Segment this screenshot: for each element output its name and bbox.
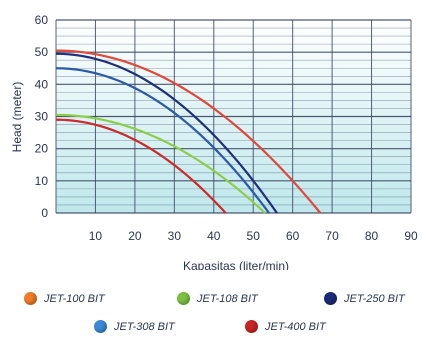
x-tick-label: 70 <box>325 229 339 243</box>
y-axis-label: Head (meter) <box>10 82 24 153</box>
legend-label: JET-400 BIT <box>265 320 326 333</box>
legend-label: JET-108 BIT <box>197 292 258 305</box>
y-tick-label: 20 <box>35 142 49 156</box>
grid-lines <box>55 19 412 214</box>
y-tick-label: 30 <box>35 110 49 124</box>
x-tick-label: 40 <box>207 229 221 243</box>
legend-dot-icon <box>177 292 190 305</box>
legend-label: JET-308 BIT <box>114 320 175 333</box>
x-tick-labels: 10 20 30 40 50 60 70 80 90 <box>89 229 418 243</box>
legend-item-jet-108: JET-108 BIT <box>177 292 258 305</box>
series-lines <box>55 49 322 214</box>
series-line-jet-400-bit <box>55 118 227 214</box>
y-tick-labels: 0 10 20 30 40 50 60 <box>35 13 49 220</box>
x-tick-label: 20 <box>128 229 142 243</box>
legend-dot-icon <box>324 292 337 305</box>
y-tick-label: 60 <box>35 13 49 27</box>
series-line-jet-108-bit <box>55 113 266 214</box>
legend-dot-icon <box>24 292 37 305</box>
x-tick-label: 10 <box>89 229 103 243</box>
x-tick-label: 50 <box>247 229 261 243</box>
y-tick-label: 40 <box>35 77 49 91</box>
legend-dot-icon <box>94 320 107 333</box>
legend-item-jet-400: JET-400 BIT <box>245 320 326 333</box>
y-tick-label: 10 <box>35 174 49 188</box>
x-tick-label: 30 <box>168 229 182 243</box>
x-axis-label: Kapasitas (liter/min) <box>183 259 289 270</box>
series-line-jet-250-bit <box>55 52 278 214</box>
y-tick-label: 0 <box>41 206 48 220</box>
series-line-jet-100-bit <box>55 49 322 214</box>
legend-dot-icon <box>245 320 258 333</box>
legend-label: JET-250 BIT <box>344 292 405 305</box>
x-tick-label: 90 <box>404 229 418 243</box>
y-tick-label: 50 <box>35 45 49 59</box>
legend-item-jet-100: JET-100 BIT <box>24 292 105 305</box>
legend-item-jet-250: JET-250 BIT <box>324 292 405 305</box>
x-tick-label: 80 <box>365 229 379 243</box>
x-tick-label: 60 <box>286 229 300 243</box>
pump-curve-chart: 0 10 20 30 40 50 60 10 20 30 40 50 60 70 80 90 Head (m… <box>10 13 418 270</box>
legend-label: JET-100 BIT <box>44 292 105 305</box>
series-line-jet-308-bit <box>55 67 270 214</box>
legend-item-jet-308: JET-308 BIT <box>94 320 175 333</box>
